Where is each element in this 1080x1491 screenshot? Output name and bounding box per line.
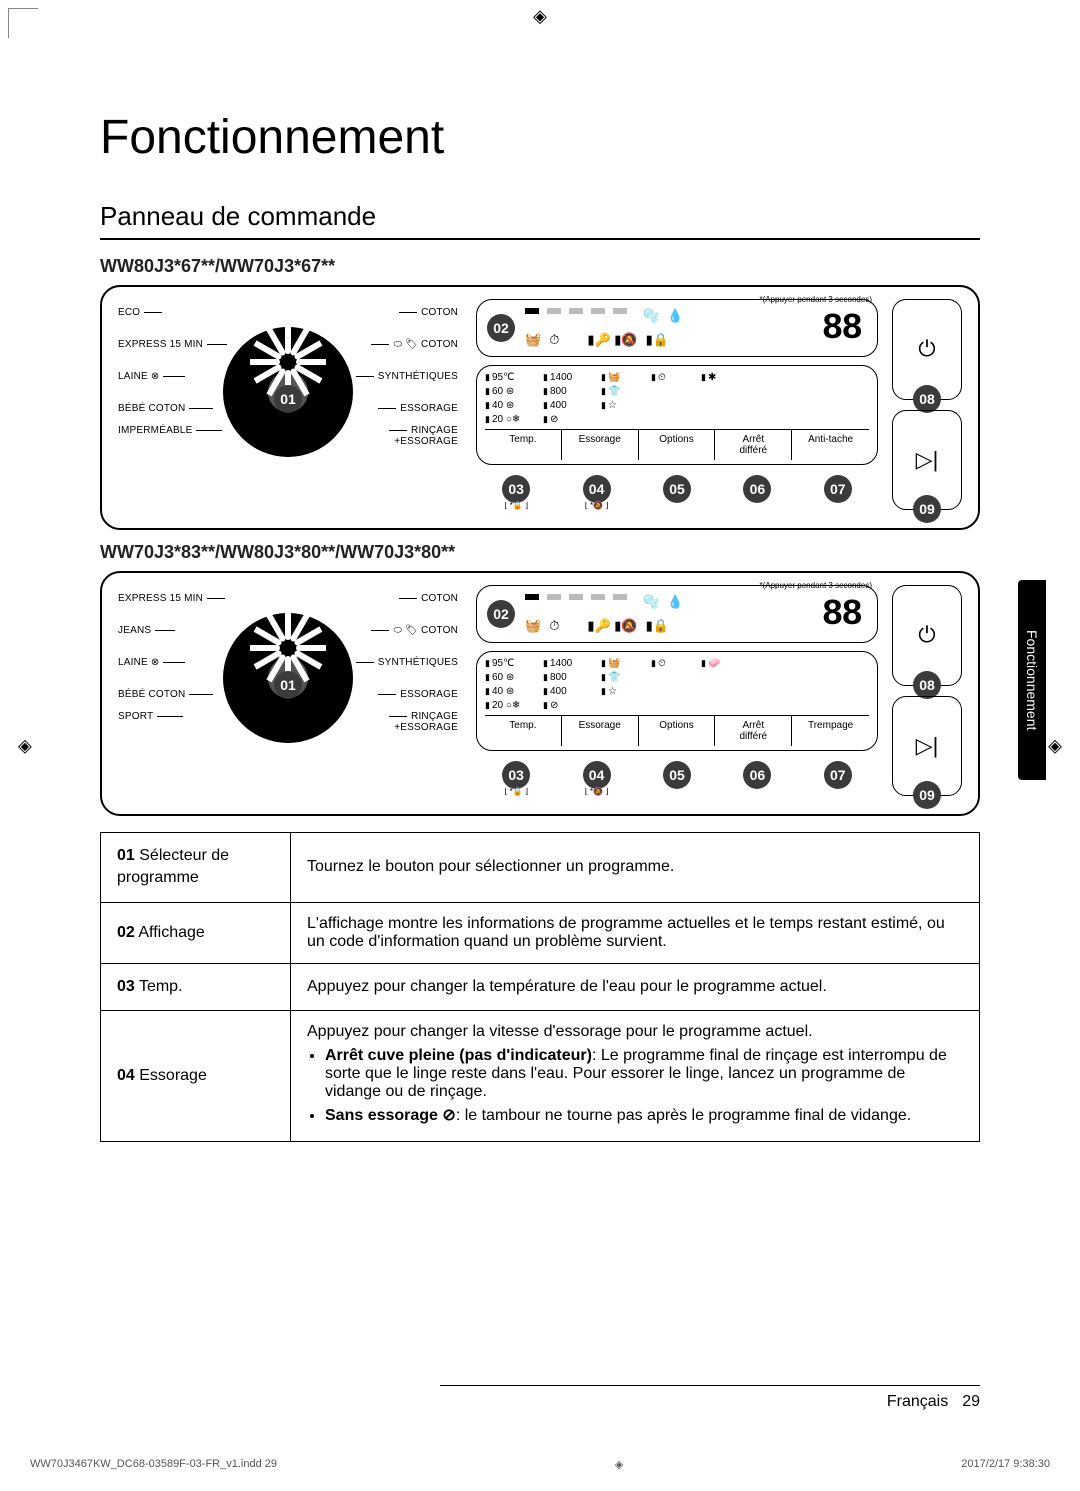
callout-01: 01	[274, 671, 302, 699]
program-label: EXPRESS 15 MIN	[118, 593, 229, 604]
panel-button[interactable]: Options	[639, 716, 716, 746]
section-title: Panneau de commande	[100, 201, 980, 240]
callout-06: 06	[743, 475, 771, 503]
callout-02: 02	[487, 600, 515, 628]
table-row: 03 Temp.Appuyez pour changer la températ…	[101, 963, 980, 1010]
callout-04: 04	[583, 761, 611, 789]
table-row: 04 EssorageAppuyez pour changer la vites…	[101, 1011, 980, 1142]
panel-button[interactable]: Temp.	[485, 716, 562, 746]
callout-03: 03	[502, 475, 530, 503]
callout-09: 09	[913, 495, 941, 523]
program-label: ECO	[118, 307, 166, 318]
callout-02: 02	[487, 314, 515, 342]
progress-icons: 🫧💧🧺⏱▮🔑 ▮🔕▮🔒	[525, 594, 705, 634]
program-label: ESSORAGE	[374, 403, 458, 414]
print-footer: WW70J3467KW_DC68-03589F-03-FR_v1.indd 29…	[30, 1458, 1050, 1471]
page-title: Fonctionnement	[100, 110, 980, 165]
program-label: ⬭ 🏷 COTON	[367, 339, 458, 350]
callout-04: 04	[583, 475, 611, 503]
panel-button[interactable]: Anti-tache	[792, 430, 869, 460]
row-desc: L'affichage montre les informations de p…	[291, 902, 980, 963]
model-number: WW80J3*67**/WW70J3*67**	[100, 256, 980, 277]
program-label: ⬭ 🏷 COTON	[367, 625, 458, 636]
program-label: SYNTHÉTIQUES	[352, 657, 458, 668]
panel-button[interactable]: Essorage	[562, 716, 639, 746]
row-desc: Appuyez pour changer la vitesse d'essora…	[291, 1011, 980, 1142]
footer-page: 29	[962, 1393, 980, 1411]
program-label: JEANS	[118, 625, 179, 636]
start-pause-button[interactable]: ▷|09	[892, 696, 962, 797]
program-label: EXPRESS 15 MIN	[118, 339, 231, 350]
row-label: 01 Sélecteur de programme	[101, 833, 291, 903]
panel-button[interactable]: Options	[639, 430, 716, 460]
model-number: WW70J3*83**/WW80J3*80**/WW70J3*80**	[100, 542, 980, 563]
display-box: 02 🫧💧🧺⏱▮🔑 ▮🔕▮🔒 88	[476, 585, 878, 643]
row-label: 02 Affichage	[101, 902, 291, 963]
power-button[interactable]: ⏻08	[892, 299, 962, 400]
control-panel: 01 EXPRESS 15 MIN JEANS LAINE ⊗ BÉBÉ COTON SP…	[100, 571, 980, 816]
panel-button[interactable]: Arrêtdifféré	[715, 430, 792, 460]
callout-03: 03	[502, 761, 530, 789]
program-label: RINÇAGE+ESSORAGE	[385, 711, 458, 733]
print-footer-left: WW70J3467KW_DC68-03589F-03-FR_v1.indd 29	[30, 1458, 277, 1471]
program-label: COTON	[395, 307, 458, 318]
callout-01: 01	[274, 385, 302, 413]
control-panel: 01 ECO EXPRESS 15 MIN LAINE ⊗ BÉBÉ COTON IMPE…	[100, 285, 980, 530]
options-grid: 95℃1400🧺⏲🧼60 ⊛800👕..40 ⊛400☆..20 ○❄⊘...T…	[476, 651, 878, 751]
row-desc: Appuyez pour changer la température de l…	[291, 963, 980, 1010]
progress-icons: 🫧💧🧺⏱▮🔑 ▮🔕▮🔒	[525, 308, 705, 348]
callout-07: 07	[824, 761, 852, 789]
panel-button[interactable]: Temp.	[485, 430, 562, 460]
description-table: 01 Sélecteur de programmeTournez le bout…	[100, 832, 980, 1142]
program-label: IMPERMÉABLE	[118, 425, 226, 436]
callout-05: 05	[663, 761, 691, 789]
panel-button[interactable]: Essorage	[562, 430, 639, 460]
row-desc: Tournez le bouton pour sélectionner un p…	[291, 833, 980, 903]
power-button[interactable]: ⏻08	[892, 585, 962, 686]
program-label: LAINE ⊗	[118, 657, 189, 668]
seven-segment: 88	[822, 594, 861, 635]
program-label: SPORT	[118, 711, 187, 722]
display-box: 02 🫧💧🧺⏱▮🔑 ▮🔕▮🔒 88	[476, 299, 878, 357]
page-footer: Français 29	[887, 1393, 980, 1411]
program-label: SYNTHÉTIQUES	[352, 371, 458, 382]
panel-button[interactable]: Trempage	[792, 716, 869, 746]
program-label: BÉBÉ COTON	[118, 689, 217, 700]
callout-07: 07	[824, 475, 852, 503]
row-label: 03 Temp.	[101, 963, 291, 1010]
program-label: ESSORAGE	[374, 689, 458, 700]
row-label: 04 Essorage	[101, 1011, 291, 1142]
panel-button[interactable]: Arrêtdifféré	[715, 716, 792, 746]
options-grid: 95℃1400🧺⏲✱60 ⊛800👕..40 ⊛400☆..20 ○❄⊘...T…	[476, 365, 878, 465]
program-label: LAINE ⊗	[118, 371, 189, 382]
seven-segment: 88	[822, 308, 861, 349]
print-footer-center: ◈	[615, 1458, 623, 1471]
callout-08: 08	[913, 671, 941, 699]
footer-lang: Français	[887, 1393, 948, 1411]
start-pause-button[interactable]: ▷|09	[892, 410, 962, 511]
side-tab: Fonctionnement	[1018, 580, 1046, 780]
table-row: 02 AffichageL'affichage montre les infor…	[101, 902, 980, 963]
table-row: 01 Sélecteur de programmeTournez le bout…	[101, 833, 980, 903]
print-footer-right: 2017/2/17 9:38:30	[961, 1458, 1050, 1471]
callout-05: 05	[663, 475, 691, 503]
callout-08: 08	[913, 385, 941, 413]
program-label: RINÇAGE+ESSORAGE	[385, 425, 458, 447]
program-label: BÉBÉ COTON	[118, 403, 217, 414]
callout-06: 06	[743, 761, 771, 789]
program-label: COTON	[395, 593, 458, 604]
callout-09: 09	[913, 781, 941, 809]
